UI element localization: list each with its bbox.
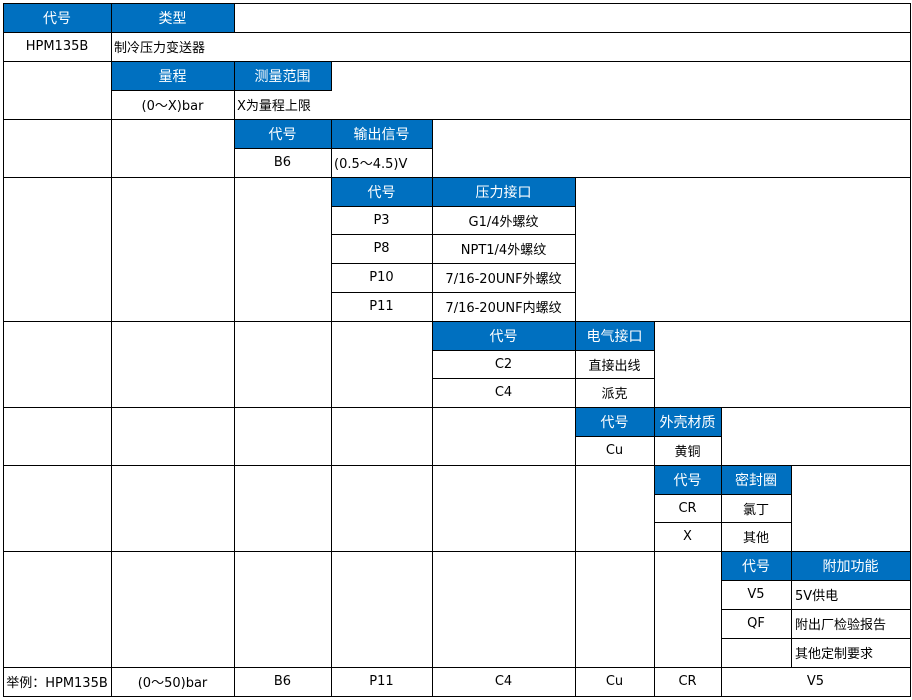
- model-code: HPM135B: [3, 32, 111, 61]
- grid-line: [3, 32, 911, 33]
- output-code: B6: [234, 148, 331, 177]
- grid-line: [432, 119, 433, 178]
- header-code: 代号: [3, 3, 111, 32]
- grid-line: [791, 551, 792, 668]
- grid-line: [331, 206, 576, 207]
- pressure-code: P10: [331, 263, 432, 292]
- seal-desc: 其他: [721, 522, 791, 551]
- pressure-desc: 7/16-20UNF外螺纹: [432, 263, 575, 292]
- example-value: V5: [721, 667, 910, 696]
- grid-line: [575, 177, 576, 322]
- grid-line: [721, 609, 911, 610]
- grid-line: [654, 321, 655, 408]
- grid-line: [331, 61, 332, 91]
- pressure-desc: 7/16-20UNF内螺纹: [432, 292, 575, 321]
- extra-code: V5: [721, 580, 791, 609]
- header-seal: 密封圈: [721, 465, 791, 494]
- range-value: (0～X)bar: [111, 90, 234, 119]
- grid-line: [234, 3, 235, 33]
- header-pressure-code: 代号: [331, 177, 432, 206]
- grid-line: [331, 234, 576, 235]
- grid-line: [3, 667, 911, 668]
- electrical-desc: 派克: [575, 378, 654, 407]
- extra-code: [721, 638, 791, 667]
- grid-line: [910, 3, 911, 697]
- grid-line: [331, 119, 332, 697]
- header-range-desc: 测量范围: [234, 61, 331, 90]
- header-output: 输出信号: [331, 119, 432, 148]
- grid-line: [575, 436, 722, 437]
- header-seal-code: 代号: [654, 465, 721, 494]
- header-housing: 外壳材质: [654, 407, 721, 436]
- extra-code: QF: [721, 609, 791, 638]
- grid-line: [3, 61, 911, 62]
- grid-line: [3, 177, 911, 178]
- grid-line: [721, 580, 911, 581]
- grid-line: [111, 61, 112, 697]
- model-type: 制冷压力变送器: [111, 32, 234, 61]
- grid-line: [721, 638, 911, 639]
- example-label: 举例：HPM135B: [3, 667, 111, 696]
- grid-line: [654, 522, 792, 523]
- grid-line: [111, 90, 332, 91]
- grid-line: [111, 3, 112, 62]
- grid-line: [3, 321, 911, 322]
- header-extra-code: 代号: [721, 551, 791, 580]
- pressure-desc: NPT1/4外螺纹: [432, 234, 575, 263]
- header-housing-code: 代号: [575, 407, 654, 436]
- grid-line: [791, 465, 792, 552]
- pressure-desc: G1/4外螺纹: [432, 206, 575, 234]
- grid-line: [721, 465, 722, 697]
- grid-line: [234, 61, 235, 697]
- grid-line: [575, 321, 576, 697]
- pressure-code: P3: [331, 206, 432, 234]
- grid-line: [654, 494, 792, 495]
- pressure-code: P11: [331, 292, 432, 321]
- grid-line: [3, 407, 911, 408]
- grid-line: [3, 3, 911, 4]
- example-value: CR: [654, 667, 721, 696]
- grid-line: [3, 696, 911, 697]
- grid-line: [3, 3, 4, 697]
- header-electrical-code: 代号: [432, 321, 575, 350]
- grid-line: [432, 378, 655, 379]
- grid-line: [432, 350, 655, 351]
- example-value: P11: [331, 667, 432, 696]
- example-value: Cu: [575, 667, 654, 696]
- header-electrical: 电气接口: [575, 321, 654, 350]
- grid-line: [654, 407, 655, 697]
- grid-line: [331, 263, 576, 264]
- grid-line: [234, 148, 433, 149]
- electrical-code: C4: [432, 378, 575, 407]
- header-extra: 附加功能: [791, 551, 910, 580]
- grid-line: [3, 119, 911, 120]
- range-desc: X为量程上限: [234, 90, 331, 119]
- grid-line: [3, 465, 911, 466]
- header-range: 量程: [111, 61, 234, 90]
- output-value: (0.5～4.5)V: [331, 148, 432, 177]
- housing-desc: 黄铜: [654, 436, 721, 465]
- example-value: (0～50)bar: [111, 667, 234, 696]
- extra-desc: 5V供电: [791, 580, 910, 609]
- grid-line: [432, 177, 433, 697]
- housing-code: Cu: [575, 436, 654, 465]
- header-pressure: 压力接口: [432, 177, 575, 206]
- extra-desc: 其他定制要求: [791, 638, 910, 667]
- pressure-code: P8: [331, 234, 432, 263]
- header-type: 类型: [111, 3, 234, 32]
- seal-desc: 氯丁: [721, 494, 791, 522]
- electrical-code: C2: [432, 350, 575, 378]
- grid-line: [3, 551, 911, 552]
- seal-code: CR: [654, 494, 721, 522]
- grid-line: [721, 407, 722, 466]
- seal-code: X: [654, 522, 721, 551]
- header-output-code: 代号: [234, 119, 331, 148]
- example-value: B6: [234, 667, 331, 696]
- grid-line: [331, 292, 576, 293]
- extra-desc: 附出厂检验报告: [791, 609, 910, 638]
- example-value: C4: [432, 667, 575, 696]
- electrical-desc: 直接出线: [575, 350, 654, 378]
